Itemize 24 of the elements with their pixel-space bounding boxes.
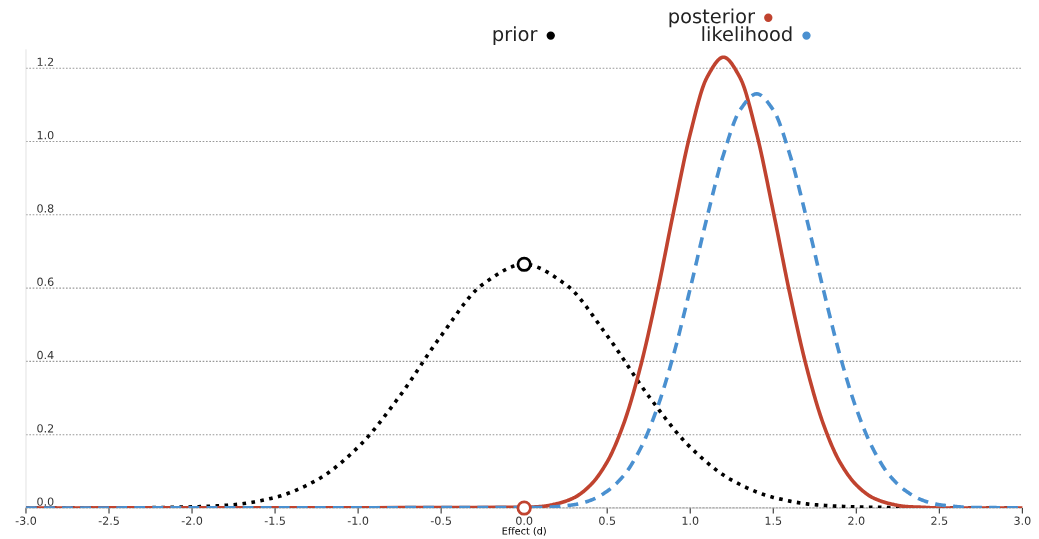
y-tick-label: 1.2 xyxy=(37,57,54,66)
x-tick-label: 3.0 xyxy=(1014,516,1031,525)
y-tick-label: 1.0 xyxy=(37,130,54,140)
y-tick-label: 0.2 xyxy=(37,424,54,433)
y-tick-label: 0.0 xyxy=(37,497,54,506)
x-tick-label: -1.0 xyxy=(347,516,369,525)
legend-label: posterior xyxy=(669,8,756,28)
x-axis-title: Effect (d) xyxy=(502,527,546,536)
y-tick-label: 0.8 xyxy=(37,204,54,213)
x-tick-label: 2.0 xyxy=(848,516,865,525)
legend-label: prior xyxy=(493,26,538,45)
y-tick-label: 0.4 xyxy=(37,350,54,360)
x-tick-label: 1.5 xyxy=(765,516,782,525)
x-tick-label: 0.0 xyxy=(516,516,533,525)
x-tick-label: -3.0 xyxy=(15,516,37,525)
x-tick-label: 0.5 xyxy=(599,516,616,525)
legend-label: likelihood xyxy=(702,26,792,42)
x-tick-label: -2.0 xyxy=(181,516,203,525)
x-tick-label: 1.0 xyxy=(682,516,699,525)
x-tick-label: 2.5 xyxy=(931,516,948,525)
x-tick-label: -1.5 xyxy=(264,516,285,525)
y-tick-label: 0.6 xyxy=(37,277,54,286)
x-tick-label: -0.5 xyxy=(430,516,452,525)
x-tick-label: -2.5 xyxy=(98,516,119,525)
